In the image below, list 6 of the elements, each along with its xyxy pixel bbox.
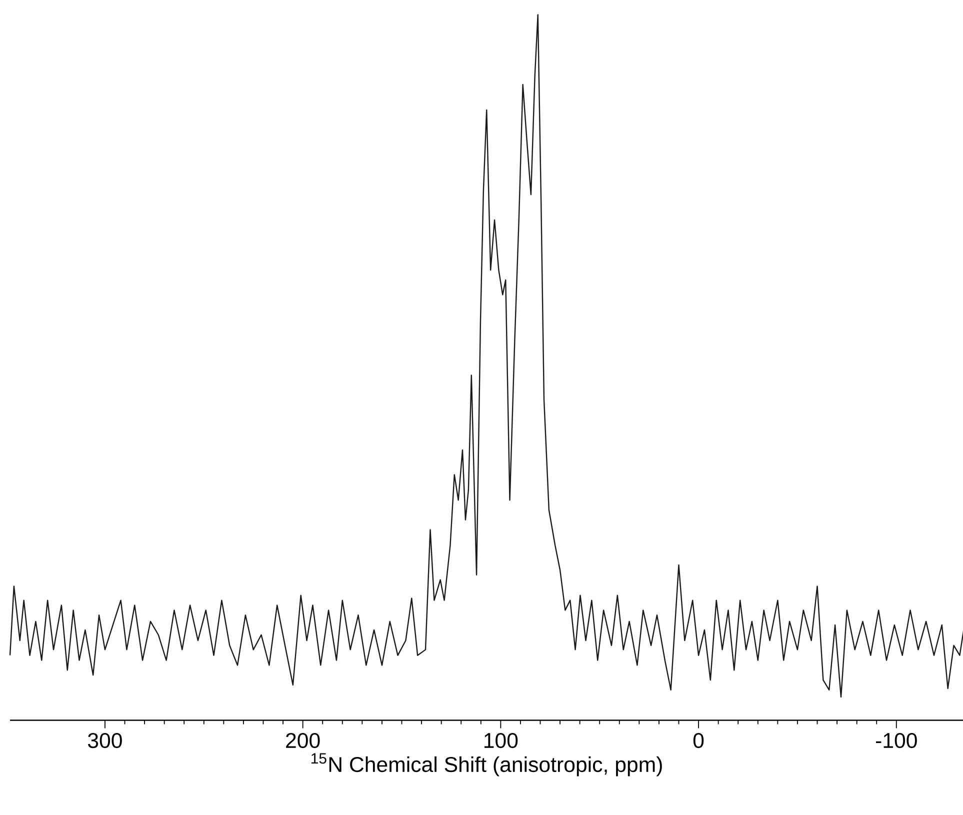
x-tick-label: 100 xyxy=(484,732,518,748)
x-tick-label: 200 xyxy=(286,732,320,748)
x-tick-label: 0 xyxy=(693,732,704,748)
x-tick-label: -100 xyxy=(876,732,917,748)
x-axis-title: $^{15}$N Chemical Shift (anisotropic, ppm) xyxy=(311,753,662,776)
x-tick-label: 300 xyxy=(88,732,122,748)
